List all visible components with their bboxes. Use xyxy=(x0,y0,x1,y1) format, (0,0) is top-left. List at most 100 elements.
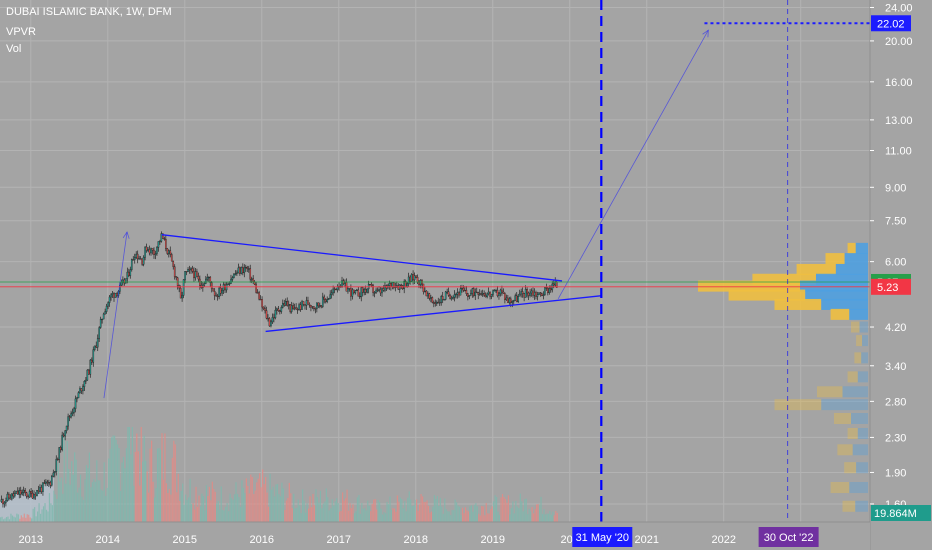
candle-up xyxy=(490,294,493,297)
volume-bar xyxy=(42,506,45,522)
candle-up xyxy=(130,259,133,270)
volume-bar xyxy=(155,488,157,522)
candle-up xyxy=(190,268,192,270)
volume-bar xyxy=(233,494,236,522)
volume-bar xyxy=(445,509,447,522)
candle-up xyxy=(459,288,462,296)
volume-bar xyxy=(467,511,470,522)
volume-bar xyxy=(362,508,364,522)
volume-bar xyxy=(137,451,139,522)
last-price-badge: 5.23 xyxy=(877,282,898,294)
candle-down xyxy=(510,298,512,303)
candle-down xyxy=(116,293,118,296)
x-tick-label: 2021 xyxy=(634,534,658,546)
volume-bar xyxy=(303,500,305,522)
candle-down xyxy=(264,308,266,311)
volume-bar xyxy=(56,498,58,522)
volume-bar xyxy=(100,489,102,522)
volume-bar xyxy=(214,491,216,522)
candle-up xyxy=(319,305,321,307)
candle-down xyxy=(212,288,215,292)
volume-bar xyxy=(421,496,424,522)
volume-bar xyxy=(444,498,446,522)
volume-bar xyxy=(257,478,259,522)
volume-bar xyxy=(519,493,521,522)
candle-down xyxy=(350,288,352,297)
candle-up xyxy=(22,489,25,493)
candle-down xyxy=(477,292,480,295)
candle-up xyxy=(36,490,38,497)
candle-down xyxy=(268,318,271,327)
volume-bar xyxy=(265,477,267,522)
volume-bar xyxy=(435,499,437,522)
candle-up xyxy=(101,318,103,321)
volume-bar xyxy=(316,497,319,522)
candle-up xyxy=(250,278,253,280)
candle-up xyxy=(205,278,207,284)
candle-down xyxy=(393,282,395,288)
volume-bar xyxy=(284,509,286,522)
volume-bar xyxy=(533,513,535,522)
volume-bar xyxy=(90,487,92,522)
volume-bar xyxy=(74,452,76,522)
volume-bar xyxy=(145,460,147,522)
candle-down xyxy=(267,317,269,320)
candle-up xyxy=(533,292,536,296)
candle-down xyxy=(197,276,200,280)
candle-down xyxy=(49,482,52,486)
candle-up xyxy=(452,297,454,299)
volume-bar xyxy=(496,496,498,522)
volume-bar xyxy=(299,505,301,522)
volume-bar xyxy=(190,504,193,522)
volume-indicator-label[interactable]: Vol xyxy=(6,43,22,55)
volume-bar xyxy=(424,502,427,522)
vpvr-bar-down xyxy=(752,273,816,285)
vpvr-bar-down xyxy=(774,399,822,411)
candle-up xyxy=(99,319,102,328)
y-tick-label: 7.50 xyxy=(885,216,906,228)
candle-down xyxy=(185,271,188,273)
volume-bar xyxy=(216,503,218,522)
volume-bar xyxy=(541,513,544,522)
volume-bar xyxy=(282,488,284,522)
candle-up xyxy=(274,309,277,319)
candle-down xyxy=(409,276,411,282)
candle-down xyxy=(141,258,143,265)
volume-bar xyxy=(263,484,265,522)
candle-down xyxy=(379,289,382,294)
volume-bar xyxy=(238,497,240,522)
volume-bar xyxy=(131,427,133,522)
candle-down xyxy=(465,290,468,294)
candle-up xyxy=(218,287,220,298)
volume-bar xyxy=(235,482,237,522)
volume-bar xyxy=(217,501,219,522)
volume-bar xyxy=(106,487,108,522)
candle-up xyxy=(287,304,290,306)
volume-bar xyxy=(239,506,242,522)
volume-bar xyxy=(128,427,130,522)
candle-up xyxy=(517,296,520,302)
volume-bar xyxy=(491,506,493,522)
candle-down xyxy=(369,284,371,286)
volume-bar xyxy=(402,508,404,522)
candle-up xyxy=(14,493,16,497)
volume-bar xyxy=(173,440,175,522)
candle-up xyxy=(298,304,300,310)
candle-down xyxy=(239,267,241,274)
volume-bar xyxy=(387,504,390,522)
volume-bar xyxy=(186,499,188,522)
volume-bar xyxy=(220,486,222,522)
volume-bar xyxy=(167,492,169,522)
volume-bar xyxy=(165,483,168,522)
candle-up xyxy=(194,271,197,279)
volume-bar xyxy=(549,510,551,522)
volume-bar xyxy=(228,511,230,522)
vpvr-indicator-label[interactable]: VPVR xyxy=(6,26,36,38)
volume-bar xyxy=(115,439,117,522)
volume-bar xyxy=(353,513,356,522)
volume-bar xyxy=(537,504,539,522)
candle-up xyxy=(114,293,117,298)
candle-up xyxy=(474,291,477,296)
vpvr-bar-up xyxy=(852,444,868,456)
